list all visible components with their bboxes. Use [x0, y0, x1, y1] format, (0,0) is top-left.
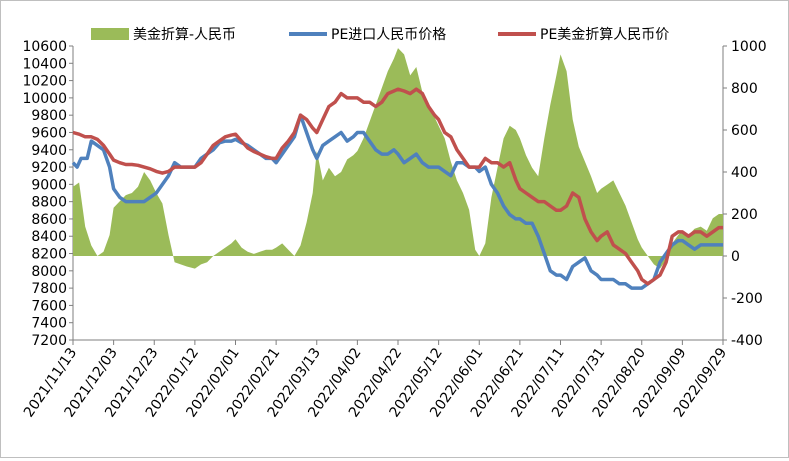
right-y-tick-label: 400 [731, 165, 758, 181]
left-y-tick-label: 10400 [22, 56, 67, 72]
left-y-tick-label: 8200 [31, 247, 67, 263]
left-y-tick-label: 7800 [31, 281, 67, 297]
left-y-tick-label: 8800 [31, 195, 67, 211]
left-y-tick-label: 7400 [31, 316, 67, 332]
legend-label-usd-converted: PE美金折算人民币价 [540, 27, 669, 43]
right-y-tick-label: -200 [731, 291, 763, 307]
right-y-tick-label: 0 [731, 249, 740, 265]
legend: 美金折算-人民币 PE进口人民币价格 PE美金折算人民币价 [91, 27, 669, 43]
right-y-tick-label: 600 [731, 123, 758, 139]
left-y-tick-label: 9400 [31, 143, 67, 159]
left-y-tick-label: 9000 [31, 177, 67, 193]
right-y-tick-label: 800 [731, 81, 758, 97]
left-y-tick-label: 10000 [22, 91, 67, 107]
price-lines-layer [71, 87, 723, 290]
left-y-tick-label: 10600 [22, 39, 67, 55]
right-y-tick-label: 1000 [731, 39, 767, 55]
left-y-tick-label: 10200 [22, 74, 67, 90]
left-y-tick-label: 8400 [31, 229, 67, 245]
left-y-tick-label: 8600 [31, 212, 67, 228]
series-area-spread [73, 48, 723, 269]
right-y-tick-label: -400 [731, 333, 763, 349]
left-y-tick-label: 7200 [31, 333, 67, 349]
series-line-usd-converted [72, 87, 723, 286]
right-y-tick-label: 200 [731, 207, 758, 223]
legend-label-import-price: PE进口人民币价格 [331, 27, 446, 43]
legend-swatch-spread [91, 28, 129, 40]
left-y-tick-label: 9800 [31, 108, 67, 124]
legend-label-spread: 美金折算-人民币 [133, 27, 236, 43]
left-y-tick-label: 9600 [31, 125, 67, 141]
axes-layer [69, 45, 727, 345]
left-y-tick-label: 8000 [31, 264, 67, 280]
left-y-tick-label: 7600 [31, 298, 67, 314]
left-y-tick-label: 9200 [31, 160, 67, 176]
spread-area-layer [73, 48, 723, 269]
